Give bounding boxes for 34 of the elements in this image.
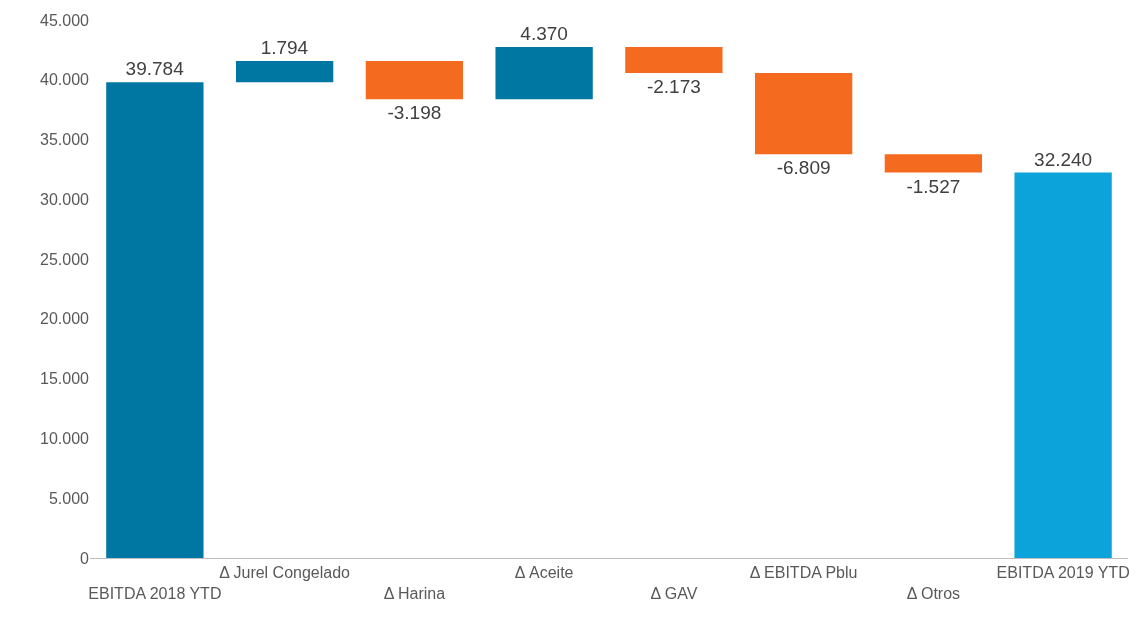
- bar: [235, 60, 334, 83]
- x-tick-label: Δ Otros: [906, 585, 961, 602]
- x-tick-label: Δ Jurel Congelado: [219, 564, 351, 582]
- data-label: -2.173: [646, 75, 701, 97]
- y-tick-label: 40.000: [40, 71, 90, 89]
- bar: [884, 154, 983, 173]
- data-label: 4.370: [520, 22, 568, 44]
- x-tick-label: Δ Aceite: [514, 564, 574, 582]
- data-label: 39.784: [125, 58, 185, 80]
- y-tick-label: 10.000: [40, 430, 90, 448]
- y-tick-label: 5.000: [48, 489, 90, 507]
- bar: [365, 60, 464, 100]
- y-tick-label: 30.000: [40, 190, 90, 208]
- x-tick-label: Δ Harina: [383, 585, 446, 602]
- bar: [625, 46, 723, 73]
- y-tick-label: 20.000: [40, 310, 90, 328]
- data-label: -1.527: [906, 175, 961, 197]
- x-tick-label: Δ EBITDA Pblu: [749, 564, 858, 582]
- y-tick-label: 0: [80, 549, 90, 567]
- x-tick-label: Δ GAV: [650, 585, 698, 602]
- data-label: 1.794: [260, 36, 309, 58]
- data-label: -6.809: [776, 157, 831, 179]
- bar: [106, 82, 204, 558]
- x-tick-label: EBITDA 2018 YTD: [88, 585, 222, 602]
- data-label: -3.198: [387, 102, 442, 124]
- y-tick-label: 35.000: [40, 131, 90, 149]
- y-tick-label: 15.000: [40, 370, 90, 388]
- y-tick-label: 25.000: [40, 250, 90, 268]
- x-tick-label: EBITDA 2019 YTD: [996, 564, 1130, 582]
- bar: [495, 46, 593, 100]
- y-tick-label: 45.000: [40, 11, 90, 29]
- bar: [1014, 172, 1112, 558]
- data-label: 32.240: [1034, 148, 1093, 170]
- bar: [754, 72, 853, 155]
